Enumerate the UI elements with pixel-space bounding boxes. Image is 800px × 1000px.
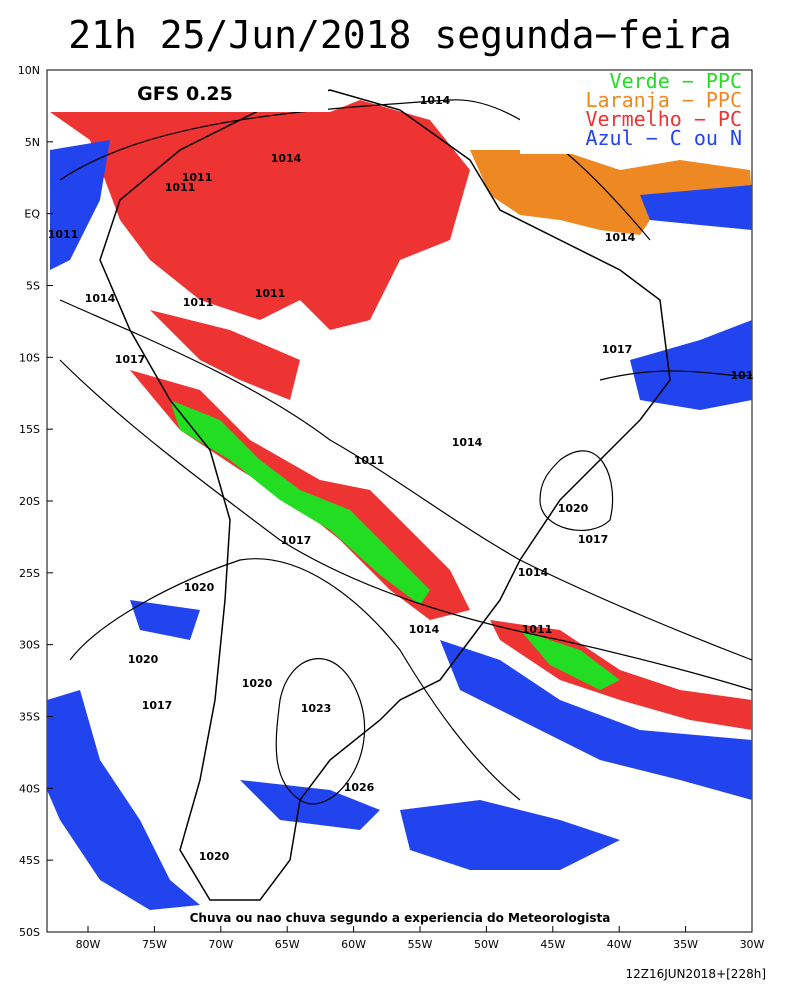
lon-label: 30W <box>740 938 765 951</box>
lat-label: 30S <box>19 639 40 652</box>
isobar-label: 1017 <box>602 343 633 356</box>
isobar-label: 1020 <box>558 502 589 515</box>
precip-area <box>440 640 752 800</box>
lat-label: 40S <box>19 782 40 795</box>
isobar <box>599 370 753 381</box>
precip-area <box>400 800 620 870</box>
isobar-label: 1014 <box>518 566 549 579</box>
lon-label: 75W <box>142 938 167 951</box>
lon-label: 40W <box>607 938 632 951</box>
lat-label: 45S <box>19 854 40 867</box>
isobar-label: 1017 <box>115 353 146 366</box>
isobar-label: 1023 <box>301 702 332 715</box>
isobar-label: 1014 <box>605 231 636 244</box>
lon-label: 60W <box>341 938 366 951</box>
lon-label: 55W <box>408 938 433 951</box>
legend-entry: Verde − PPC <box>610 69 742 93</box>
isobar-label: 1020 <box>242 677 273 690</box>
isobar <box>69 558 521 801</box>
isobar-label: 1014 <box>452 436 483 449</box>
precip-areas <box>47 100 752 910</box>
lon-label: 70W <box>208 938 233 951</box>
lon-label: 45W <box>540 938 565 951</box>
lon-label: 50W <box>474 938 499 951</box>
isobar-label: 1011 <box>48 228 79 241</box>
isobar <box>59 99 651 241</box>
lat-label: 25S <box>19 567 40 580</box>
isobar-label: 1014 <box>271 152 302 165</box>
isobar-label: 1026 <box>344 781 375 794</box>
isobar-label: 1020 <box>199 850 230 863</box>
lat-label: 10S <box>19 351 40 364</box>
precip-area <box>470 150 752 235</box>
isobar-label: 1020 <box>184 581 215 594</box>
isobar <box>275 658 366 805</box>
isobars <box>59 99 753 805</box>
lat-label: 5S <box>26 280 40 293</box>
isobar-label: 1017 <box>142 699 173 712</box>
isobar-label: 1011 <box>255 287 286 300</box>
isobar-label: 1011 <box>354 454 385 467</box>
isobar <box>59 359 753 691</box>
isobar-label: 1014 <box>420 94 451 107</box>
lat-label: 20S <box>19 495 40 508</box>
isobar-label: 1011 <box>183 296 214 309</box>
model-label: GFS 0.25 <box>137 83 233 105</box>
precip-area <box>50 140 110 270</box>
legend-entry: Azul − C ou N <box>585 126 742 150</box>
lon-label: 80W <box>76 938 101 951</box>
caption: Chuva ou nao chuva segundo a experiencia… <box>190 911 611 925</box>
isobar-label: 1017 <box>281 534 312 547</box>
map-title: 21h 25/Jun/2018 segunda−feira <box>68 13 731 57</box>
legend-entry: Laranja − PPC <box>585 88 742 112</box>
legend-entry: Vermelho − PC <box>585 107 742 131</box>
isobar-label: 1011 <box>165 181 196 194</box>
precip-area <box>150 310 300 400</box>
lat-label: EQ <box>24 208 40 221</box>
isobar <box>59 299 753 661</box>
isobar-label: 1011 <box>182 171 213 184</box>
legend-box <box>520 72 750 154</box>
precip-area <box>50 100 470 330</box>
precip-area <box>170 400 430 605</box>
isobar-label: 101 <box>731 369 754 382</box>
isobar-label: 1014 <box>85 292 116 305</box>
isobar-label: 1014 <box>409 623 440 636</box>
lon-label: 65W <box>275 938 300 951</box>
label-box <box>50 74 328 112</box>
precip-area <box>240 780 380 830</box>
lon-label: 35W <box>673 938 698 951</box>
isobar-label: 1011 <box>522 623 553 636</box>
precip-area <box>47 690 200 910</box>
isobar <box>539 450 614 531</box>
lat-label: 35S <box>19 711 40 724</box>
lat-label: 5N <box>25 136 40 149</box>
isobar-label: 1020 <box>128 653 159 666</box>
precip-area <box>520 630 620 690</box>
isobar-label: 1017 <box>578 533 609 546</box>
coastline <box>99 89 671 901</box>
lat-label: 10N <box>18 64 40 77</box>
precip-area <box>640 185 752 230</box>
lat-label: 50S <box>19 926 40 939</box>
lat-label: 15S <box>19 423 40 436</box>
footer: 12Z16JUN2018+[228h] <box>625 967 766 981</box>
precip-area <box>130 600 200 640</box>
precip-area <box>630 320 752 410</box>
